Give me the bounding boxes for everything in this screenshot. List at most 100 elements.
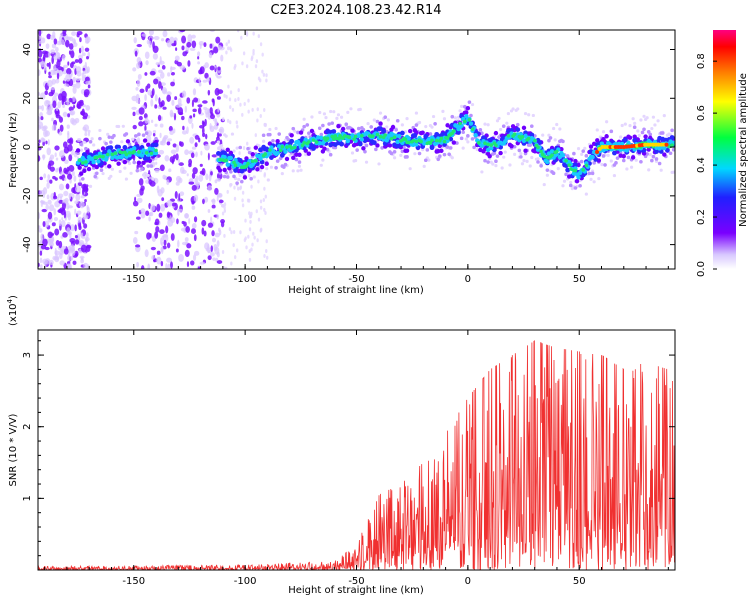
signal-dot xyxy=(86,166,92,172)
noise-dot xyxy=(211,237,217,243)
signal-dot xyxy=(561,184,565,188)
noise-dot xyxy=(175,181,180,186)
noise-dot xyxy=(170,233,175,241)
noise-dot xyxy=(82,112,89,118)
signal-dot xyxy=(103,157,109,162)
signal-dot xyxy=(423,158,428,163)
signal-dot xyxy=(125,139,131,144)
signal-dot xyxy=(377,162,381,166)
noise-dot xyxy=(68,165,75,172)
signal-dot xyxy=(269,155,274,160)
signal-dot xyxy=(483,141,487,146)
noise-dot xyxy=(67,144,73,152)
signal-dot xyxy=(590,154,595,160)
noise-dot xyxy=(198,174,204,182)
signal-dot xyxy=(139,153,145,158)
signal-dot xyxy=(152,129,157,134)
signal-dot xyxy=(112,133,116,138)
noise-dot xyxy=(144,117,149,124)
signal-dot xyxy=(606,153,610,158)
signal-dot xyxy=(392,156,397,160)
noise-dot xyxy=(145,60,149,66)
noise-dot xyxy=(74,59,79,63)
noise-dot xyxy=(157,114,162,122)
noise-dot xyxy=(210,141,216,145)
noise-dot xyxy=(252,231,255,236)
signal-dot xyxy=(372,118,376,122)
noise-dot xyxy=(42,220,46,227)
signal-dot xyxy=(98,128,102,133)
noise-dot xyxy=(245,64,249,69)
signal-dot xyxy=(529,124,534,129)
signal-dot xyxy=(492,151,497,156)
y-tick-label: -40 xyxy=(22,236,33,252)
noise-dot xyxy=(160,187,165,194)
noise-dot xyxy=(225,50,228,55)
signal-dot xyxy=(302,124,306,129)
signal-dot xyxy=(653,123,657,127)
noise-dot xyxy=(67,205,74,209)
noise-dot xyxy=(66,36,71,41)
noise-dot xyxy=(251,55,254,60)
noise-dot xyxy=(264,194,267,199)
signal-dot xyxy=(523,148,528,153)
noise-dot xyxy=(150,246,156,251)
signal-dot xyxy=(296,169,300,173)
noise-dot xyxy=(64,159,69,164)
signal-dot xyxy=(592,161,596,165)
signal-dot xyxy=(400,149,405,154)
noise-dot xyxy=(228,97,232,102)
noise-dot xyxy=(189,136,195,144)
signal-dot xyxy=(480,170,484,174)
signal-dot xyxy=(375,119,380,124)
noise-dot xyxy=(193,194,199,202)
noise-dot xyxy=(210,112,214,116)
noise-dot xyxy=(207,255,212,261)
signal-dot xyxy=(512,144,517,149)
signal-dot xyxy=(494,164,498,168)
noise-dot xyxy=(159,123,164,128)
noise-dot xyxy=(170,261,173,269)
signal-dot xyxy=(224,158,229,163)
noise-dot xyxy=(160,38,165,42)
noise-dot xyxy=(55,168,59,173)
noise-dot xyxy=(186,173,189,177)
noise-dot xyxy=(47,79,53,88)
noise-dot xyxy=(76,138,82,142)
noise-dot xyxy=(74,208,77,216)
noise-dot xyxy=(55,157,59,161)
signal-dot xyxy=(660,131,665,135)
noise-dot xyxy=(207,185,213,192)
noise-dot xyxy=(264,210,267,215)
noise-dot xyxy=(84,47,90,52)
noise-dot xyxy=(39,200,46,204)
signal-dot xyxy=(380,146,384,150)
noise-dot xyxy=(65,183,70,190)
noise-dot xyxy=(213,46,219,54)
noise-dot xyxy=(54,145,60,151)
noise-dot xyxy=(159,203,166,212)
noise-dot xyxy=(171,202,177,207)
signal-dot xyxy=(364,136,369,142)
noise-dot xyxy=(259,199,263,204)
noise-dot xyxy=(167,263,171,269)
noise-dot xyxy=(195,151,198,158)
colorbar-tick-label: 0.4 xyxy=(696,157,707,173)
signal-dot xyxy=(113,151,118,155)
noise-dot xyxy=(38,105,42,110)
signal-dot xyxy=(460,104,464,108)
signal-dot xyxy=(408,167,412,171)
signal-dot xyxy=(131,137,135,141)
noise-dot xyxy=(75,193,81,201)
signal-dot xyxy=(330,121,335,125)
noise-dot xyxy=(84,128,87,135)
signal-dot xyxy=(132,146,137,151)
signal-dot xyxy=(143,175,147,180)
signal-dot xyxy=(91,159,96,165)
noise-dot xyxy=(170,81,175,87)
signal-dot xyxy=(669,135,675,140)
noise-dot xyxy=(197,56,200,60)
noise-dot xyxy=(141,265,145,269)
noise-dot xyxy=(55,107,59,112)
noise-dot xyxy=(138,121,144,127)
